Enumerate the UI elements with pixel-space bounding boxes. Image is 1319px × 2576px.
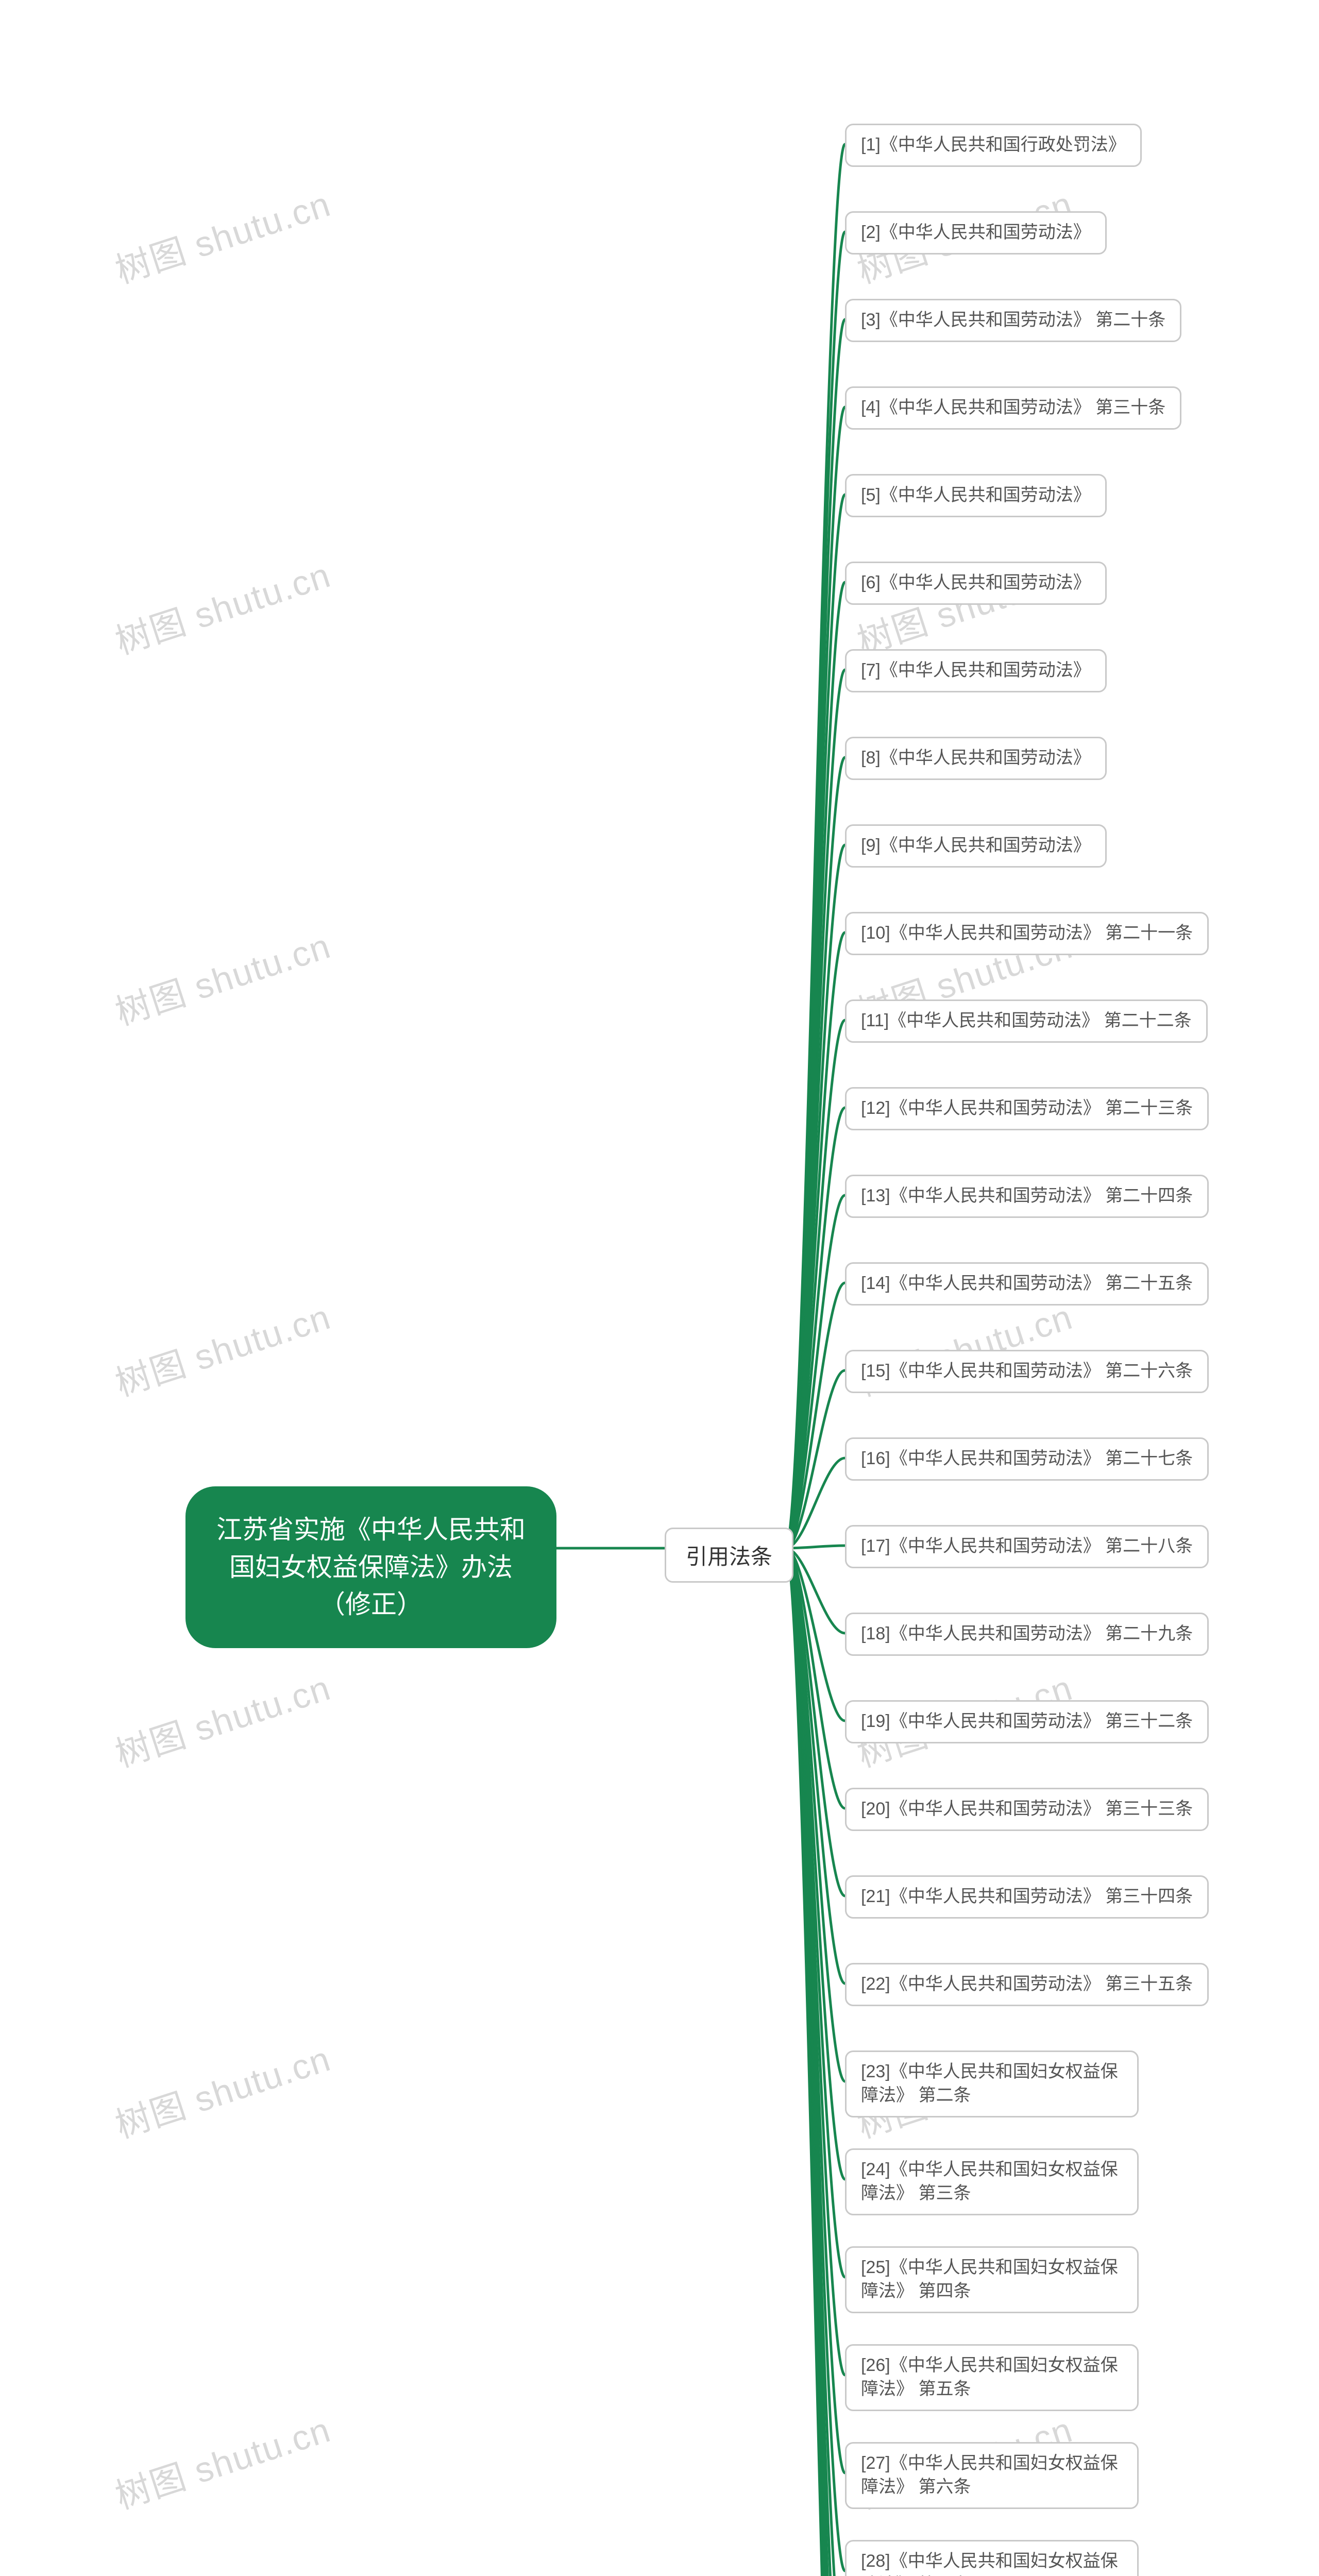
leaf-label: [22]《中华人民共和国劳动法》 第三十五条 xyxy=(861,1974,1193,1994)
leaf-node[interactable]: [11]《中华人民共和国劳动法》 第二十二条 xyxy=(845,999,1208,1043)
leaf-label: [28]《中华人民共和国妇女权益保障法》 第八条 xyxy=(861,2551,1118,2576)
leaf-node[interactable]: [22]《中华人民共和国劳动法》 第三十五条 xyxy=(845,1963,1209,2006)
mindmap-canvas: 树图 shutu.cn 树图 shutu.cn 树图 shutu.cn 树图 shut… xyxy=(0,0,1319,2576)
leaf-label: [16]《中华人民共和国劳动法》 第二十七条 xyxy=(861,1449,1193,1468)
mid-label: 引用法条 xyxy=(686,1545,772,1569)
mid-node-citations[interactable]: 引用法条 xyxy=(665,1528,793,1583)
leaf-label: [18]《中华人民共和国劳动法》 第二十九条 xyxy=(861,1624,1193,1643)
leaf-label: [4]《中华人民共和国劳动法》 第三十条 xyxy=(861,398,1165,417)
leaf-node[interactable]: [7]《中华人民共和国劳动法》 xyxy=(845,649,1107,692)
leaf-label: [6]《中华人民共和国劳动法》 xyxy=(861,573,1091,592)
leaf-label: [2]《中华人民共和国劳动法》 xyxy=(861,223,1091,242)
leaf-node[interactable]: [12]《中华人民共和国劳动法》 第二十三条 xyxy=(845,1087,1209,1130)
watermark: 树图 shutu.cn xyxy=(108,2030,336,2148)
leaf-node[interactable]: [16]《中华人民共和国劳动法》 第二十七条 xyxy=(845,1437,1209,1481)
leaf-label: [9]《中华人民共和国劳动法》 xyxy=(861,836,1091,855)
leaf-label: [1]《中华人民共和国行政处罚法》 xyxy=(861,135,1126,155)
leaf-node[interactable]: [9]《中华人民共和国劳动法》 xyxy=(845,824,1107,868)
leaf-node[interactable]: [8]《中华人民共和国劳动法》 xyxy=(845,737,1107,780)
leaf-node[interactable]: [10]《中华人民共和国劳动法》 第二十一条 xyxy=(845,912,1209,955)
leaf-label: [19]《中华人民共和国劳动法》 第三十二条 xyxy=(861,1711,1193,1731)
leaf-node[interactable]: [23]《中华人民共和国妇女权益保障法》 第二条 xyxy=(845,2050,1139,2117)
watermark: 树图 shutu.cn xyxy=(108,1289,336,1406)
leaf-label: [24]《中华人民共和国妇女权益保障法》 第三条 xyxy=(861,2160,1118,2203)
leaf-label: [11]《中华人民共和国劳动法》 第二十二条 xyxy=(861,1011,1192,1030)
leaf-node[interactable]: [19]《中华人民共和国劳动法》 第三十二条 xyxy=(845,1700,1209,1743)
leaf-label: [8]《中华人民共和国劳动法》 xyxy=(861,748,1091,768)
leaf-node[interactable]: [13]《中华人民共和国劳动法》 第二十四条 xyxy=(845,1175,1209,1218)
watermark: 树图 shutu.cn xyxy=(108,918,336,1035)
leaf-label: [27]《中华人民共和国妇女权益保障法》 第六条 xyxy=(861,2453,1118,2497)
watermark: 树图 shutu.cn xyxy=(108,1659,336,1777)
leaf-node[interactable]: [18]《中华人民共和国劳动法》 第二十九条 xyxy=(845,1613,1209,1656)
leaf-label: [15]《中华人民共和国劳动法》 第二十六条 xyxy=(861,1361,1193,1381)
leaf-label: [13]《中华人民共和国劳动法》 第二十四条 xyxy=(861,1186,1193,1206)
watermark: 树图 shutu.cn xyxy=(108,176,336,293)
leaf-label: [14]《中华人民共和国劳动法》 第二十五条 xyxy=(861,1274,1193,1293)
watermark: 树图 shutu.cn xyxy=(108,2401,336,2519)
leaf-label: [20]《中华人民共和国劳动法》 第三十三条 xyxy=(861,1799,1193,1819)
root-node[interactable]: 江苏省实施《中华人民共和国妇女权益保障法》办法（修正） xyxy=(185,1486,556,1648)
leaf-label: [5]《中华人民共和国劳动法》 xyxy=(861,485,1091,505)
leaf-node[interactable]: [15]《中华人民共和国劳动法》 第二十六条 xyxy=(845,1350,1209,1393)
leaf-node[interactable]: [20]《中华人民共和国劳动法》 第三十三条 xyxy=(845,1788,1209,1831)
leaf-node[interactable]: [6]《中华人民共和国劳动法》 xyxy=(845,562,1107,605)
root-label: 江苏省实施《中华人民共和国妇女权益保障法》办法（修正） xyxy=(216,1511,526,1623)
leaf-label: [3]《中华人民共和国劳动法》 第二十条 xyxy=(861,310,1165,330)
leaf-label: [25]《中华人民共和国妇女权益保障法》 第四条 xyxy=(861,2258,1118,2301)
leaf-node[interactable]: [5]《中华人民共和国劳动法》 xyxy=(845,474,1107,517)
leaf-label: [10]《中华人民共和国劳动法》 第二十一条 xyxy=(861,923,1193,943)
leaf-label: [12]《中华人民共和国劳动法》 第二十三条 xyxy=(861,1098,1193,1118)
watermark: 树图 shutu.cn xyxy=(108,547,336,664)
leaf-node[interactable]: [27]《中华人民共和国妇女权益保障法》 第六条 xyxy=(845,2442,1139,2509)
leaf-label: [7]《中华人民共和国劳动法》 xyxy=(861,660,1091,680)
leaf-label: [23]《中华人民共和国妇女权益保障法》 第二条 xyxy=(861,2062,1118,2105)
leaf-node[interactable]: [26]《中华人民共和国妇女权益保障法》 第五条 xyxy=(845,2344,1139,2411)
leaf-node[interactable]: [24]《中华人民共和国妇女权益保障法》 第三条 xyxy=(845,2148,1139,2215)
leaf-node[interactable]: [17]《中华人民共和国劳动法》 第二十八条 xyxy=(845,1525,1209,1568)
leaf-node[interactable]: [3]《中华人民共和国劳动法》 第二十条 xyxy=(845,299,1181,342)
leaf-label: [21]《中华人民共和国劳动法》 第三十四条 xyxy=(861,1887,1193,1906)
leaf-node[interactable]: [21]《中华人民共和国劳动法》 第三十四条 xyxy=(845,1875,1209,1919)
leaf-node[interactable]: [28]《中华人民共和国妇女权益保障法》 第八条 xyxy=(845,2540,1139,2576)
leaf-node[interactable]: [1]《中华人民共和国行政处罚法》 xyxy=(845,124,1142,167)
leaf-label: [17]《中华人民共和国劳动法》 第二十八条 xyxy=(861,1536,1193,1556)
leaf-node[interactable]: [2]《中华人民共和国劳动法》 xyxy=(845,211,1107,255)
leaf-node[interactable]: [14]《中华人民共和国劳动法》 第二十五条 xyxy=(845,1262,1209,1306)
leaf-node[interactable]: [4]《中华人民共和国劳动法》 第三十条 xyxy=(845,386,1181,430)
leaf-label: [26]《中华人民共和国妇女权益保障法》 第五条 xyxy=(861,2355,1118,2399)
leaf-node[interactable]: [25]《中华人民共和国妇女权益保障法》 第四条 xyxy=(845,2246,1139,2313)
